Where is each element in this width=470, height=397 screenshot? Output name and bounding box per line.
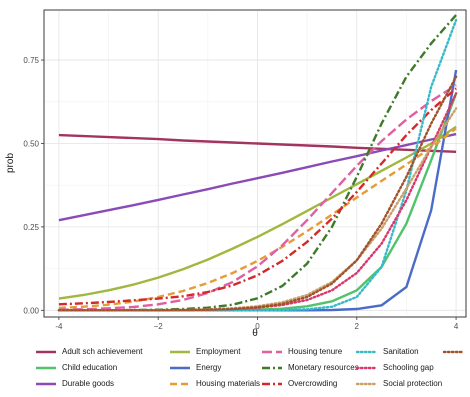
legend-label: Sanitation: [383, 347, 419, 356]
y-tick-label: 0.25: [23, 223, 39, 232]
legend-key: [170, 350, 190, 353]
legend-label: Durable goods: [62, 379, 115, 388]
legend-item: Durable goods: [34, 377, 168, 390]
legend-label: Overcrowding: [288, 379, 338, 388]
series-line-housing-tenure: [58, 84, 457, 311]
legend-item: Water: [442, 345, 470, 358]
legend-key: [262, 350, 282, 353]
legend-item: Social protection: [355, 377, 442, 390]
chart: -4 −2 0 2 4 0.00 0.25 0.50 0.75 θ prob: [5, 9, 467, 339]
legend-label: Social protection: [383, 379, 443, 388]
legend-label: Schooling gap: [383, 363, 434, 372]
axis-ticks: -4 −2 0 2 4 0.00 0.25 0.50 0.75: [23, 56, 458, 331]
legend-item: Monetary resources: [260, 361, 359, 374]
legend: Adult sch achievement Employment Housing t…: [34, 345, 466, 390]
legend-label: Employment: [196, 347, 241, 356]
legend-key: [355, 350, 379, 353]
y-tick-label: 0.75: [23, 56, 39, 65]
legend-label: Energy: [196, 363, 222, 372]
legend-item: Child education: [34, 361, 168, 374]
legend-item: Housing materials: [168, 377, 260, 390]
legend-label: Adult sch achievement: [62, 347, 143, 356]
legend-key: [442, 350, 466, 353]
legend-key: [36, 350, 56, 353]
legend-label: Housing tenure: [288, 347, 343, 356]
legend-spacer: [442, 361, 470, 374]
legend-label: Housing materials: [196, 379, 261, 388]
x-tick-label: -4: [55, 322, 63, 331]
legend-key: [355, 366, 379, 369]
series-line-employment: [58, 125, 457, 300]
plot-border: [43, 9, 467, 318]
legend-item: Housing tenure: [260, 345, 355, 358]
series-lines: [57, 14, 458, 312]
y-tick-label: 0.50: [23, 139, 39, 148]
x-tick-label: −2: [154, 322, 164, 331]
legend-item: Overcrowding: [260, 377, 355, 390]
legend-item: Sanitation: [355, 345, 442, 358]
legend-item: Schooling gap: [355, 361, 442, 374]
plot-panel: [43, 9, 467, 318]
x-axis-title: θ: [252, 328, 258, 339]
legend-key: [355, 382, 379, 385]
legend-key: [170, 366, 190, 369]
legend-label: Child education: [62, 363, 118, 372]
series-line-durable-goods: [58, 132, 457, 222]
legend-item: Employment: [168, 345, 260, 358]
legend-key: [36, 366, 56, 369]
series-line-water: [57, 75, 458, 312]
x-tick-label: 4: [454, 322, 459, 331]
legend-key: [170, 382, 190, 385]
legend-item: Energy: [168, 361, 260, 374]
x-tick-label: 2: [355, 322, 360, 331]
legend-label: Monetary resources: [288, 363, 359, 372]
legend-key: [36, 382, 56, 385]
legend-key: [262, 366, 282, 369]
series-line-housing-materials: [58, 127, 457, 310]
y-axis-title: prob: [5, 153, 16, 173]
legend-item: Adult sch achievement: [34, 345, 168, 358]
y-tick-label: 0.00: [23, 306, 39, 315]
x-tick-label: 0: [255, 322, 260, 331]
legend-key: [262, 382, 282, 385]
legend-spacer: [442, 377, 470, 390]
series-line-overcrowding: [58, 87, 457, 306]
